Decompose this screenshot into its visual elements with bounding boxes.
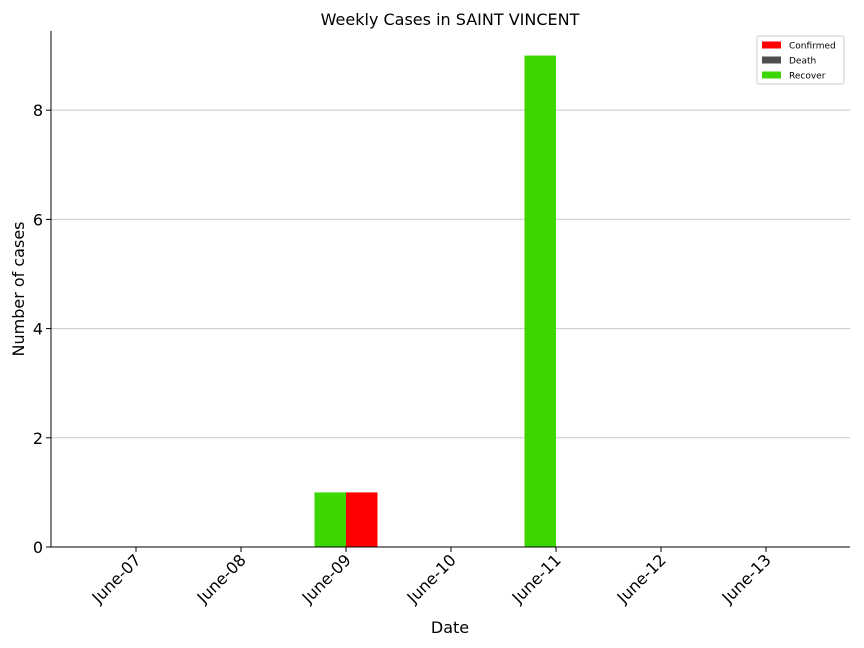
x-axis-label: Date bbox=[431, 618, 469, 637]
x-tick-label: June-13 bbox=[718, 550, 775, 607]
bar-recover-june-11 bbox=[524, 55, 556, 547]
legend-label-death: Death bbox=[789, 57, 816, 67]
chart-title: Weekly Cases in SAINT VINCENT bbox=[321, 10, 580, 29]
x-tick-label: June-08 bbox=[193, 550, 250, 607]
x-tick-label: June-07 bbox=[88, 550, 145, 607]
x-tick-label: June-10 bbox=[403, 550, 460, 607]
x-tick-label: June-12 bbox=[613, 550, 670, 607]
bars bbox=[314, 55, 556, 547]
y-tick-label: 8 bbox=[33, 101, 43, 120]
y-axis-label: Number of cases bbox=[9, 222, 28, 357]
x-tick-label: June-11 bbox=[508, 550, 565, 607]
x-ticks: June-07 June-08 June-09 June-10 June-11 June-… bbox=[88, 547, 775, 608]
legend: Confirmed Death Recover bbox=[756, 35, 845, 85]
legend-swatch-recover bbox=[762, 71, 781, 79]
legend-swatch-confirmed bbox=[762, 41, 781, 49]
axes bbox=[50, 31, 850, 548]
y-tick-label: 4 bbox=[33, 320, 43, 339]
gridlines bbox=[51, 109, 850, 439]
legend-label-recover: Recover bbox=[789, 72, 826, 82]
legend-label-confirmed: Confirmed bbox=[789, 42, 836, 52]
bar-confirmed-june-09 bbox=[346, 492, 378, 547]
bar-recover-june-09 bbox=[314, 492, 346, 547]
y-ticks: 0 2 4 6 8 bbox=[33, 101, 51, 557]
x-tick-label: June-09 bbox=[298, 550, 355, 607]
y-tick-label: 6 bbox=[33, 210, 43, 229]
y-tick-label: 0 bbox=[33, 538, 43, 557]
y-tick-label: 2 bbox=[33, 429, 43, 448]
legend-swatch-death bbox=[762, 56, 781, 64]
